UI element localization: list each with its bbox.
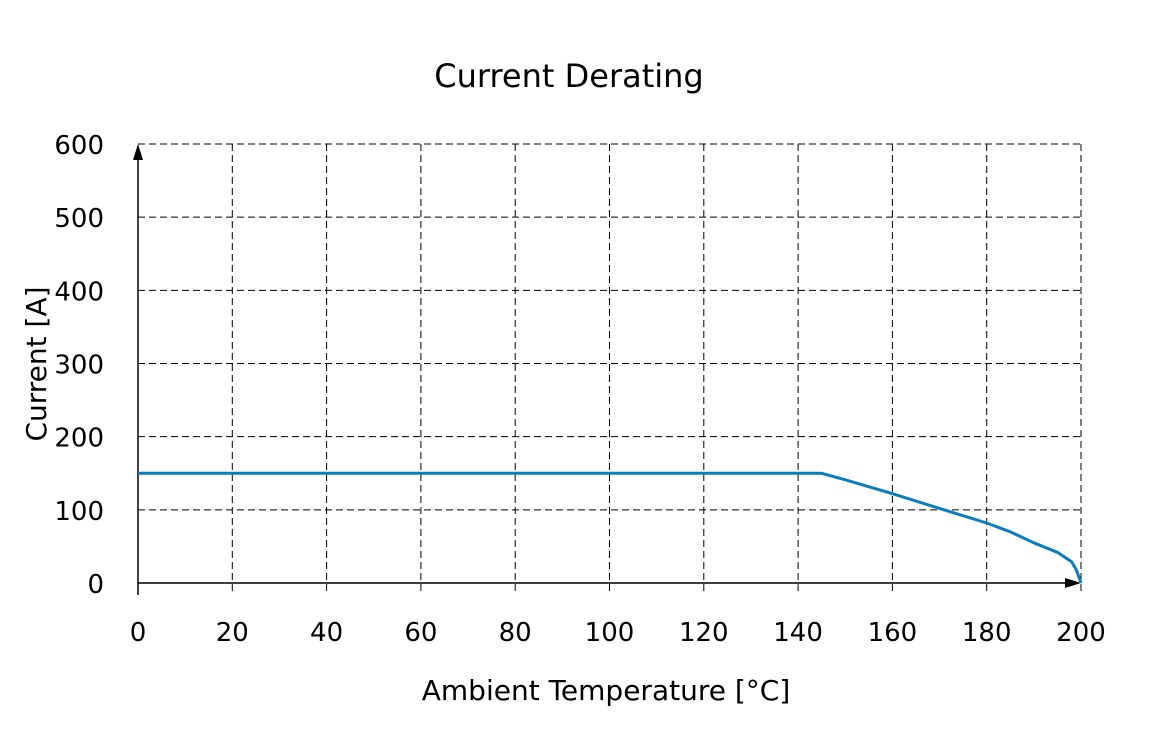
tick-labels: 0 20 40 60 80 100 120 140 160 180 200 0 100 200 300 400… xyxy=(54,131,1105,648)
y-tick-label: 300 xyxy=(54,351,104,381)
x-tick-label: 60 xyxy=(404,618,437,648)
x-tick-label: 0 xyxy=(130,618,147,648)
x-tick-label: 180 xyxy=(962,618,1012,648)
series-group xyxy=(138,471,1083,584)
x-axis-arrow xyxy=(1065,578,1081,588)
y-tick-label: 400 xyxy=(54,277,104,307)
y-tick-label: 500 xyxy=(54,204,104,234)
y-tick-label: 200 xyxy=(54,424,104,454)
axes xyxy=(133,144,1081,595)
x-tick-label: 200 xyxy=(1056,618,1106,648)
y-tick-label: 0 xyxy=(87,570,104,600)
y-axis-label: Current [A] xyxy=(20,286,53,441)
x-tick-label: 80 xyxy=(499,618,532,648)
x-tick-label: 160 xyxy=(868,618,918,648)
x-tick-label: 40 xyxy=(310,618,343,648)
x-tick-label: 120 xyxy=(679,618,729,648)
x-axis-label: Ambient Temperature [°C] xyxy=(422,674,791,707)
y-tick-label: 100 xyxy=(54,497,104,527)
series-line-current xyxy=(138,471,1083,584)
chart-title: Current Derating xyxy=(434,57,703,95)
y-tick-label: 600 xyxy=(54,131,104,161)
grid xyxy=(138,143,1082,595)
x-tick-label: 20 xyxy=(216,618,249,648)
y-axis-arrow xyxy=(133,144,143,160)
x-tick-label: 100 xyxy=(585,618,635,648)
x-tick-label: 140 xyxy=(773,618,823,648)
